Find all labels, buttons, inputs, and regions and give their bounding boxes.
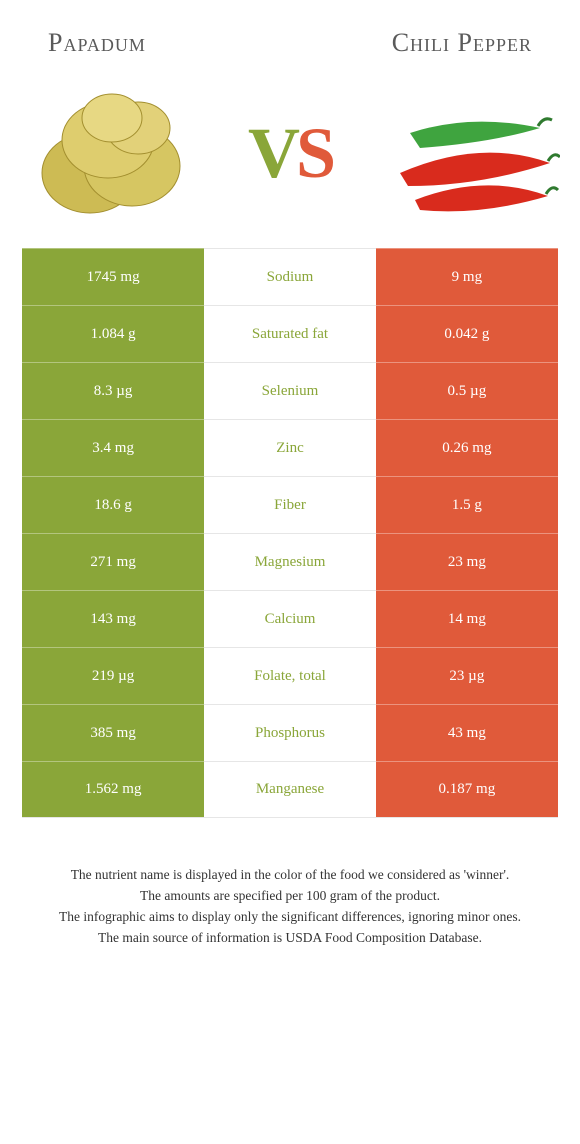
table-row: 219 µgFolate, total23 µg [22, 647, 558, 704]
footnote: The nutrient name is displayed in the co… [30, 866, 550, 885]
value-right: 9 mg [376, 248, 558, 305]
chili-image [380, 78, 560, 228]
table-row: 8.3 µgSelenium0.5 µg [22, 362, 558, 419]
value-left: 385 mg [22, 704, 204, 761]
table-row: 385 mgPhosphorus43 mg [22, 704, 558, 761]
nutrient-label: Calcium [204, 590, 376, 647]
value-left: 3.4 mg [22, 419, 204, 476]
value-left: 8.3 µg [22, 362, 204, 419]
value-right: 0.042 g [376, 305, 558, 362]
value-right: 0.187 mg [376, 761, 558, 818]
footnote: The main source of information is USDA F… [30, 929, 550, 948]
nutrient-label: Phosphorus [204, 704, 376, 761]
vs-s: S [296, 113, 332, 193]
value-right: 0.5 µg [376, 362, 558, 419]
hero-row: VS [0, 70, 580, 248]
table-row: 18.6 gFiber1.5 g [22, 476, 558, 533]
value-left: 18.6 g [22, 476, 204, 533]
value-left: 1.084 g [22, 305, 204, 362]
value-left: 271 mg [22, 533, 204, 590]
value-right: 0.26 mg [376, 419, 558, 476]
value-right: 43 mg [376, 704, 558, 761]
value-right: 23 µg [376, 647, 558, 704]
papadum-image [20, 78, 200, 228]
nutrient-label: Selenium [204, 362, 376, 419]
value-right: 14 mg [376, 590, 558, 647]
footnote: The infographic aims to display only the… [30, 908, 550, 927]
value-right: 23 mg [376, 533, 558, 590]
nutrient-label: Fiber [204, 476, 376, 533]
table-row: 1.084 gSaturated fat0.042 g [22, 305, 558, 362]
table-row: 3.4 mgZinc0.26 mg [22, 419, 558, 476]
table-row: 271 mgMagnesium23 mg [22, 533, 558, 590]
footnote: The amounts are specified per 100 gram o… [30, 887, 550, 906]
nutrient-table: 1745 mgSodium9 mg1.084 gSaturated fat0.0… [22, 248, 558, 818]
nutrient-label: Magnesium [204, 533, 376, 590]
value-left: 1745 mg [22, 248, 204, 305]
table-row: 1745 mgSodium9 mg [22, 248, 558, 305]
value-left: 219 µg [22, 647, 204, 704]
header: Papadum Chili Pepper [0, 0, 580, 70]
vs-v: V [248, 113, 296, 193]
nutrient-label: Saturated fat [204, 305, 376, 362]
table-row: 1.562 mgManganese0.187 mg [22, 761, 558, 818]
value-left: 1.562 mg [22, 761, 204, 818]
food-title-left: Papadum [48, 28, 146, 58]
nutrient-label: Manganese [204, 761, 376, 818]
value-left: 143 mg [22, 590, 204, 647]
nutrient-label: Zinc [204, 419, 376, 476]
food-title-right: Chili Pepper [392, 28, 532, 58]
nutrient-label: Folate, total [204, 647, 376, 704]
vs-label: VS [248, 112, 332, 195]
value-right: 1.5 g [376, 476, 558, 533]
nutrient-table-wrap: 1745 mgSodium9 mg1.084 gSaturated fat0.0… [0, 248, 580, 818]
nutrient-label: Sodium [204, 248, 376, 305]
footnotes: The nutrient name is displayed in the co… [0, 818, 580, 948]
table-row: 143 mgCalcium14 mg [22, 590, 558, 647]
